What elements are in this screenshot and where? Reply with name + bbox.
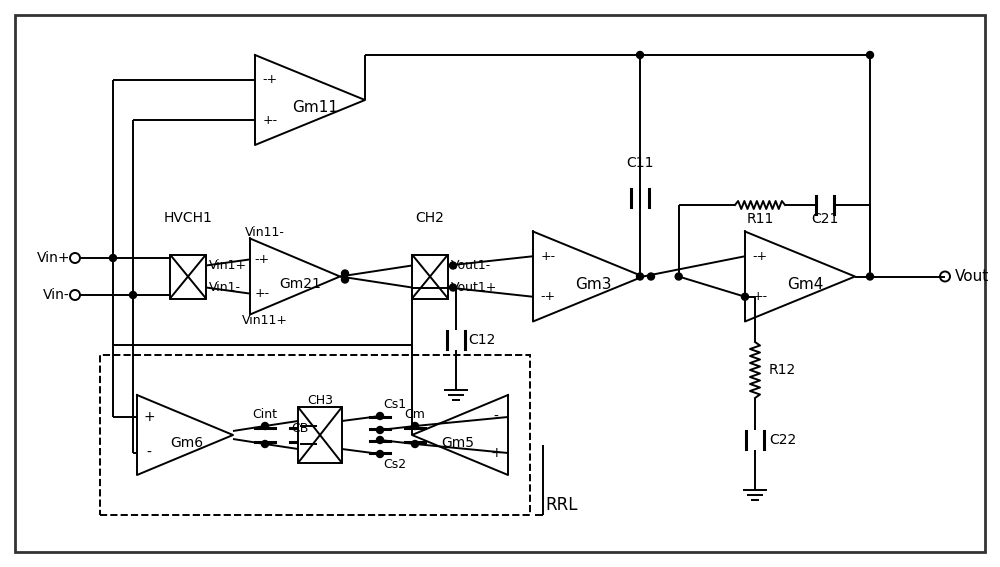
Text: -+: -+ — [262, 73, 278, 86]
Text: +-: +- — [254, 287, 270, 300]
Text: C22: C22 — [769, 433, 796, 447]
Circle shape — [637, 273, 644, 280]
Bar — [170, 255, 206, 298]
Text: Cint: Cint — [252, 408, 278, 421]
Circle shape — [648, 273, 654, 280]
Text: Vin-: Vin- — [43, 288, 70, 302]
Circle shape — [110, 255, 116, 261]
Text: Cs2: Cs2 — [383, 459, 406, 472]
Circle shape — [376, 437, 384, 443]
Text: -+: -+ — [540, 290, 556, 303]
Text: Gm4: Gm4 — [787, 277, 823, 292]
Text: CB: CB — [291, 422, 309, 435]
Text: Gm21: Gm21 — [279, 277, 321, 291]
Text: Vout1+: Vout1+ — [451, 281, 497, 294]
Text: Vin1-: Vin1- — [209, 281, 241, 294]
Text: Vin11+: Vin11+ — [242, 314, 288, 327]
Circle shape — [866, 52, 874, 58]
Circle shape — [450, 262, 456, 269]
Circle shape — [376, 451, 384, 458]
Circle shape — [637, 52, 644, 58]
Text: CH3: CH3 — [307, 395, 333, 408]
Circle shape — [342, 276, 349, 283]
FancyBboxPatch shape — [15, 15, 985, 552]
Text: CH2: CH2 — [416, 211, 444, 225]
Circle shape — [866, 273, 874, 280]
Text: Vin11-: Vin11- — [245, 226, 285, 239]
Text: +-: +- — [262, 114, 278, 127]
Circle shape — [675, 273, 682, 280]
FancyBboxPatch shape — [100, 355, 530, 515]
Text: Vin1+: Vin1+ — [209, 259, 247, 272]
Text: RRL: RRL — [545, 496, 578, 514]
Circle shape — [412, 422, 418, 429]
Text: HVCH1: HVCH1 — [164, 211, 212, 225]
Text: Gm5: Gm5 — [442, 436, 475, 450]
Text: +: + — [490, 446, 502, 460]
Bar — [298, 407, 342, 463]
Text: C12: C12 — [468, 333, 495, 347]
Circle shape — [412, 441, 418, 447]
Text: C11: C11 — [626, 156, 654, 170]
Text: Vin+: Vin+ — [36, 251, 70, 265]
Circle shape — [262, 422, 268, 429]
Text: +-: +- — [752, 290, 768, 303]
Text: Vout1-: Vout1- — [451, 259, 491, 272]
Text: -: - — [494, 410, 498, 424]
Text: Cs1: Cs1 — [383, 399, 406, 412]
Text: R11: R11 — [746, 212, 774, 226]
Text: +-: +- — [540, 249, 556, 263]
Circle shape — [376, 426, 384, 434]
Bar — [412, 255, 448, 298]
Text: Gm6: Gm6 — [170, 436, 204, 450]
Circle shape — [262, 441, 268, 447]
Circle shape — [130, 291, 136, 298]
Circle shape — [376, 413, 384, 420]
Text: -+: -+ — [752, 249, 768, 263]
Text: Gm11: Gm11 — [292, 100, 338, 116]
Circle shape — [342, 270, 349, 277]
Text: Cm: Cm — [405, 408, 425, 421]
Text: -+: -+ — [254, 253, 270, 266]
Text: +: + — [143, 410, 155, 424]
Text: C21: C21 — [811, 212, 839, 226]
Circle shape — [450, 284, 456, 291]
Circle shape — [742, 293, 748, 301]
Text: Gm3: Gm3 — [575, 277, 611, 292]
Text: Vout: Vout — [955, 269, 989, 284]
Text: R12: R12 — [769, 363, 796, 377]
Text: -: - — [147, 446, 151, 460]
